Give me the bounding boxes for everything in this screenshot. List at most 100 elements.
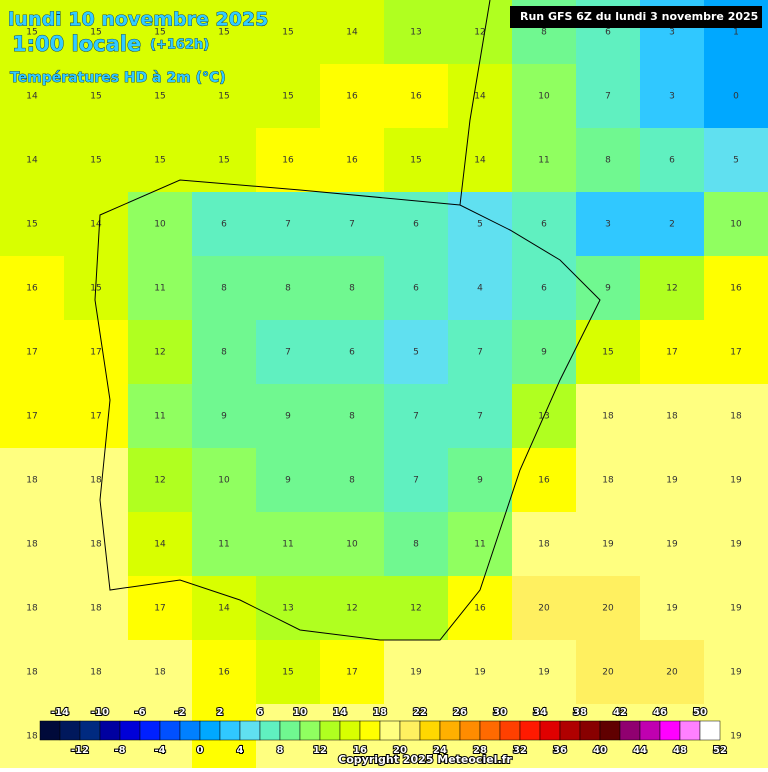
temperature-value: 19 bbox=[666, 540, 678, 550]
temperature-cell bbox=[576, 128, 641, 193]
temperature-cell bbox=[64, 384, 129, 449]
legend-label: 16 bbox=[353, 745, 367, 756]
temperature-cell bbox=[256, 64, 321, 129]
temperature-value: 9 bbox=[477, 476, 483, 486]
temperature-value: 4 bbox=[477, 284, 483, 294]
temperature-value: 16 bbox=[26, 284, 38, 294]
legend-label: 50 bbox=[693, 707, 707, 718]
time: 1:00 locale bbox=[12, 32, 141, 56]
legend-label: 26 bbox=[453, 707, 467, 718]
temperature-cell bbox=[576, 320, 641, 385]
temperature-cell bbox=[320, 640, 385, 705]
temperature-cell bbox=[512, 448, 577, 513]
temperature-cell bbox=[256, 128, 321, 193]
temperature-value: 8 bbox=[605, 156, 611, 166]
temperature-value: 6 bbox=[541, 220, 547, 230]
temperature-value: 16 bbox=[346, 156, 358, 166]
legend-label: -2 bbox=[174, 707, 185, 718]
temperature-value: 20 bbox=[538, 604, 550, 614]
temperature-value: 9 bbox=[221, 412, 227, 422]
temperature-value: 15 bbox=[90, 92, 101, 102]
legend-swatch bbox=[319, 720, 341, 741]
temperature-cell bbox=[384, 0, 449, 65]
temperature-value: 0 bbox=[733, 92, 739, 102]
legend-swatch bbox=[699, 720, 721, 741]
temperature-value: 7 bbox=[477, 348, 483, 358]
temperature-cell bbox=[384, 640, 449, 705]
legend-label: 20 bbox=[393, 745, 407, 756]
temperature-value: 10 bbox=[538, 92, 550, 102]
legend-label: 44 bbox=[633, 745, 647, 756]
temperature-value: 13 bbox=[282, 604, 293, 614]
temperature-value: 15 bbox=[154, 92, 165, 102]
run-box bbox=[510, 6, 762, 28]
temperature-value: 8 bbox=[221, 348, 227, 358]
temperature-value: 8 bbox=[221, 284, 227, 294]
temperature-cell bbox=[192, 512, 257, 577]
temperature-value: 18 bbox=[602, 476, 614, 486]
temperature-value: 15 bbox=[218, 156, 229, 166]
temperature-cell bbox=[128, 0, 193, 65]
temperature-value: 8 bbox=[413, 540, 419, 550]
temperature-cell bbox=[640, 640, 705, 705]
temperature-cell bbox=[704, 192, 768, 257]
temperature-value: 19 bbox=[666, 604, 678, 614]
temperature-cell bbox=[640, 192, 705, 257]
temperature-value: 18 bbox=[666, 412, 678, 422]
legend-swatch bbox=[519, 720, 541, 741]
legend-swatch bbox=[359, 720, 381, 741]
temperature-cell bbox=[448, 128, 513, 193]
temperature-cell bbox=[512, 128, 577, 193]
temperature-value: 7 bbox=[349, 220, 355, 230]
legend-swatch bbox=[279, 720, 301, 741]
legend-swatch bbox=[399, 720, 421, 741]
temperature-value: 18 bbox=[26, 604, 38, 614]
temperature-cell bbox=[448, 192, 513, 257]
legend-label: 34 bbox=[533, 707, 547, 718]
legend-label: 4 bbox=[237, 745, 244, 756]
temperature-value: 6 bbox=[413, 220, 419, 230]
legend-swatch bbox=[339, 720, 361, 741]
legend-label: 12 bbox=[313, 745, 327, 756]
temperature-value: 19 bbox=[730, 604, 742, 614]
temperature-cell bbox=[320, 256, 385, 321]
temperature-cell bbox=[640, 448, 705, 513]
legend-label: 38 bbox=[573, 707, 587, 718]
temperature-cell bbox=[320, 512, 385, 577]
temperature-value: 7 bbox=[285, 220, 291, 230]
temperature-cell bbox=[0, 320, 65, 385]
coastline bbox=[459, 0, 491, 206]
legend-label: 18 bbox=[373, 707, 387, 718]
temperature-value: 12 bbox=[346, 604, 357, 614]
temperature-cell bbox=[0, 576, 65, 641]
legend-label: 48 bbox=[673, 745, 687, 756]
legend-swatch bbox=[479, 720, 501, 741]
legend-swatch bbox=[439, 720, 461, 741]
temperature-value: 20 bbox=[602, 668, 614, 678]
legend-label: -4 bbox=[154, 745, 165, 756]
temperature-cell bbox=[512, 512, 577, 577]
temperature-value: 11 bbox=[154, 284, 165, 294]
temperature-cell bbox=[192, 256, 257, 321]
temperature-value: 17 bbox=[730, 348, 741, 358]
temperature-value: 10 bbox=[346, 540, 358, 550]
temperature-cell bbox=[128, 512, 193, 577]
temperature-cell bbox=[128, 192, 193, 257]
temperature-value: 18 bbox=[26, 732, 38, 742]
legend-label: -8 bbox=[114, 745, 125, 756]
temperature-cell bbox=[576, 192, 641, 257]
temperature-value: 11 bbox=[154, 412, 165, 422]
legend-label: 40 bbox=[593, 745, 607, 756]
temperature-cell bbox=[384, 256, 449, 321]
temperature-value: 15 bbox=[218, 92, 229, 102]
temperature-cell bbox=[704, 448, 768, 513]
temperature-value: 2 bbox=[669, 220, 675, 230]
temperature-value: 16 bbox=[410, 92, 422, 102]
temperature-cell bbox=[320, 320, 385, 385]
temperature-cell bbox=[256, 576, 321, 641]
temperature-cell bbox=[192, 192, 257, 257]
temperature-cell bbox=[576, 448, 641, 513]
temperature-value: 18 bbox=[26, 540, 38, 550]
temperature-cell bbox=[256, 512, 321, 577]
